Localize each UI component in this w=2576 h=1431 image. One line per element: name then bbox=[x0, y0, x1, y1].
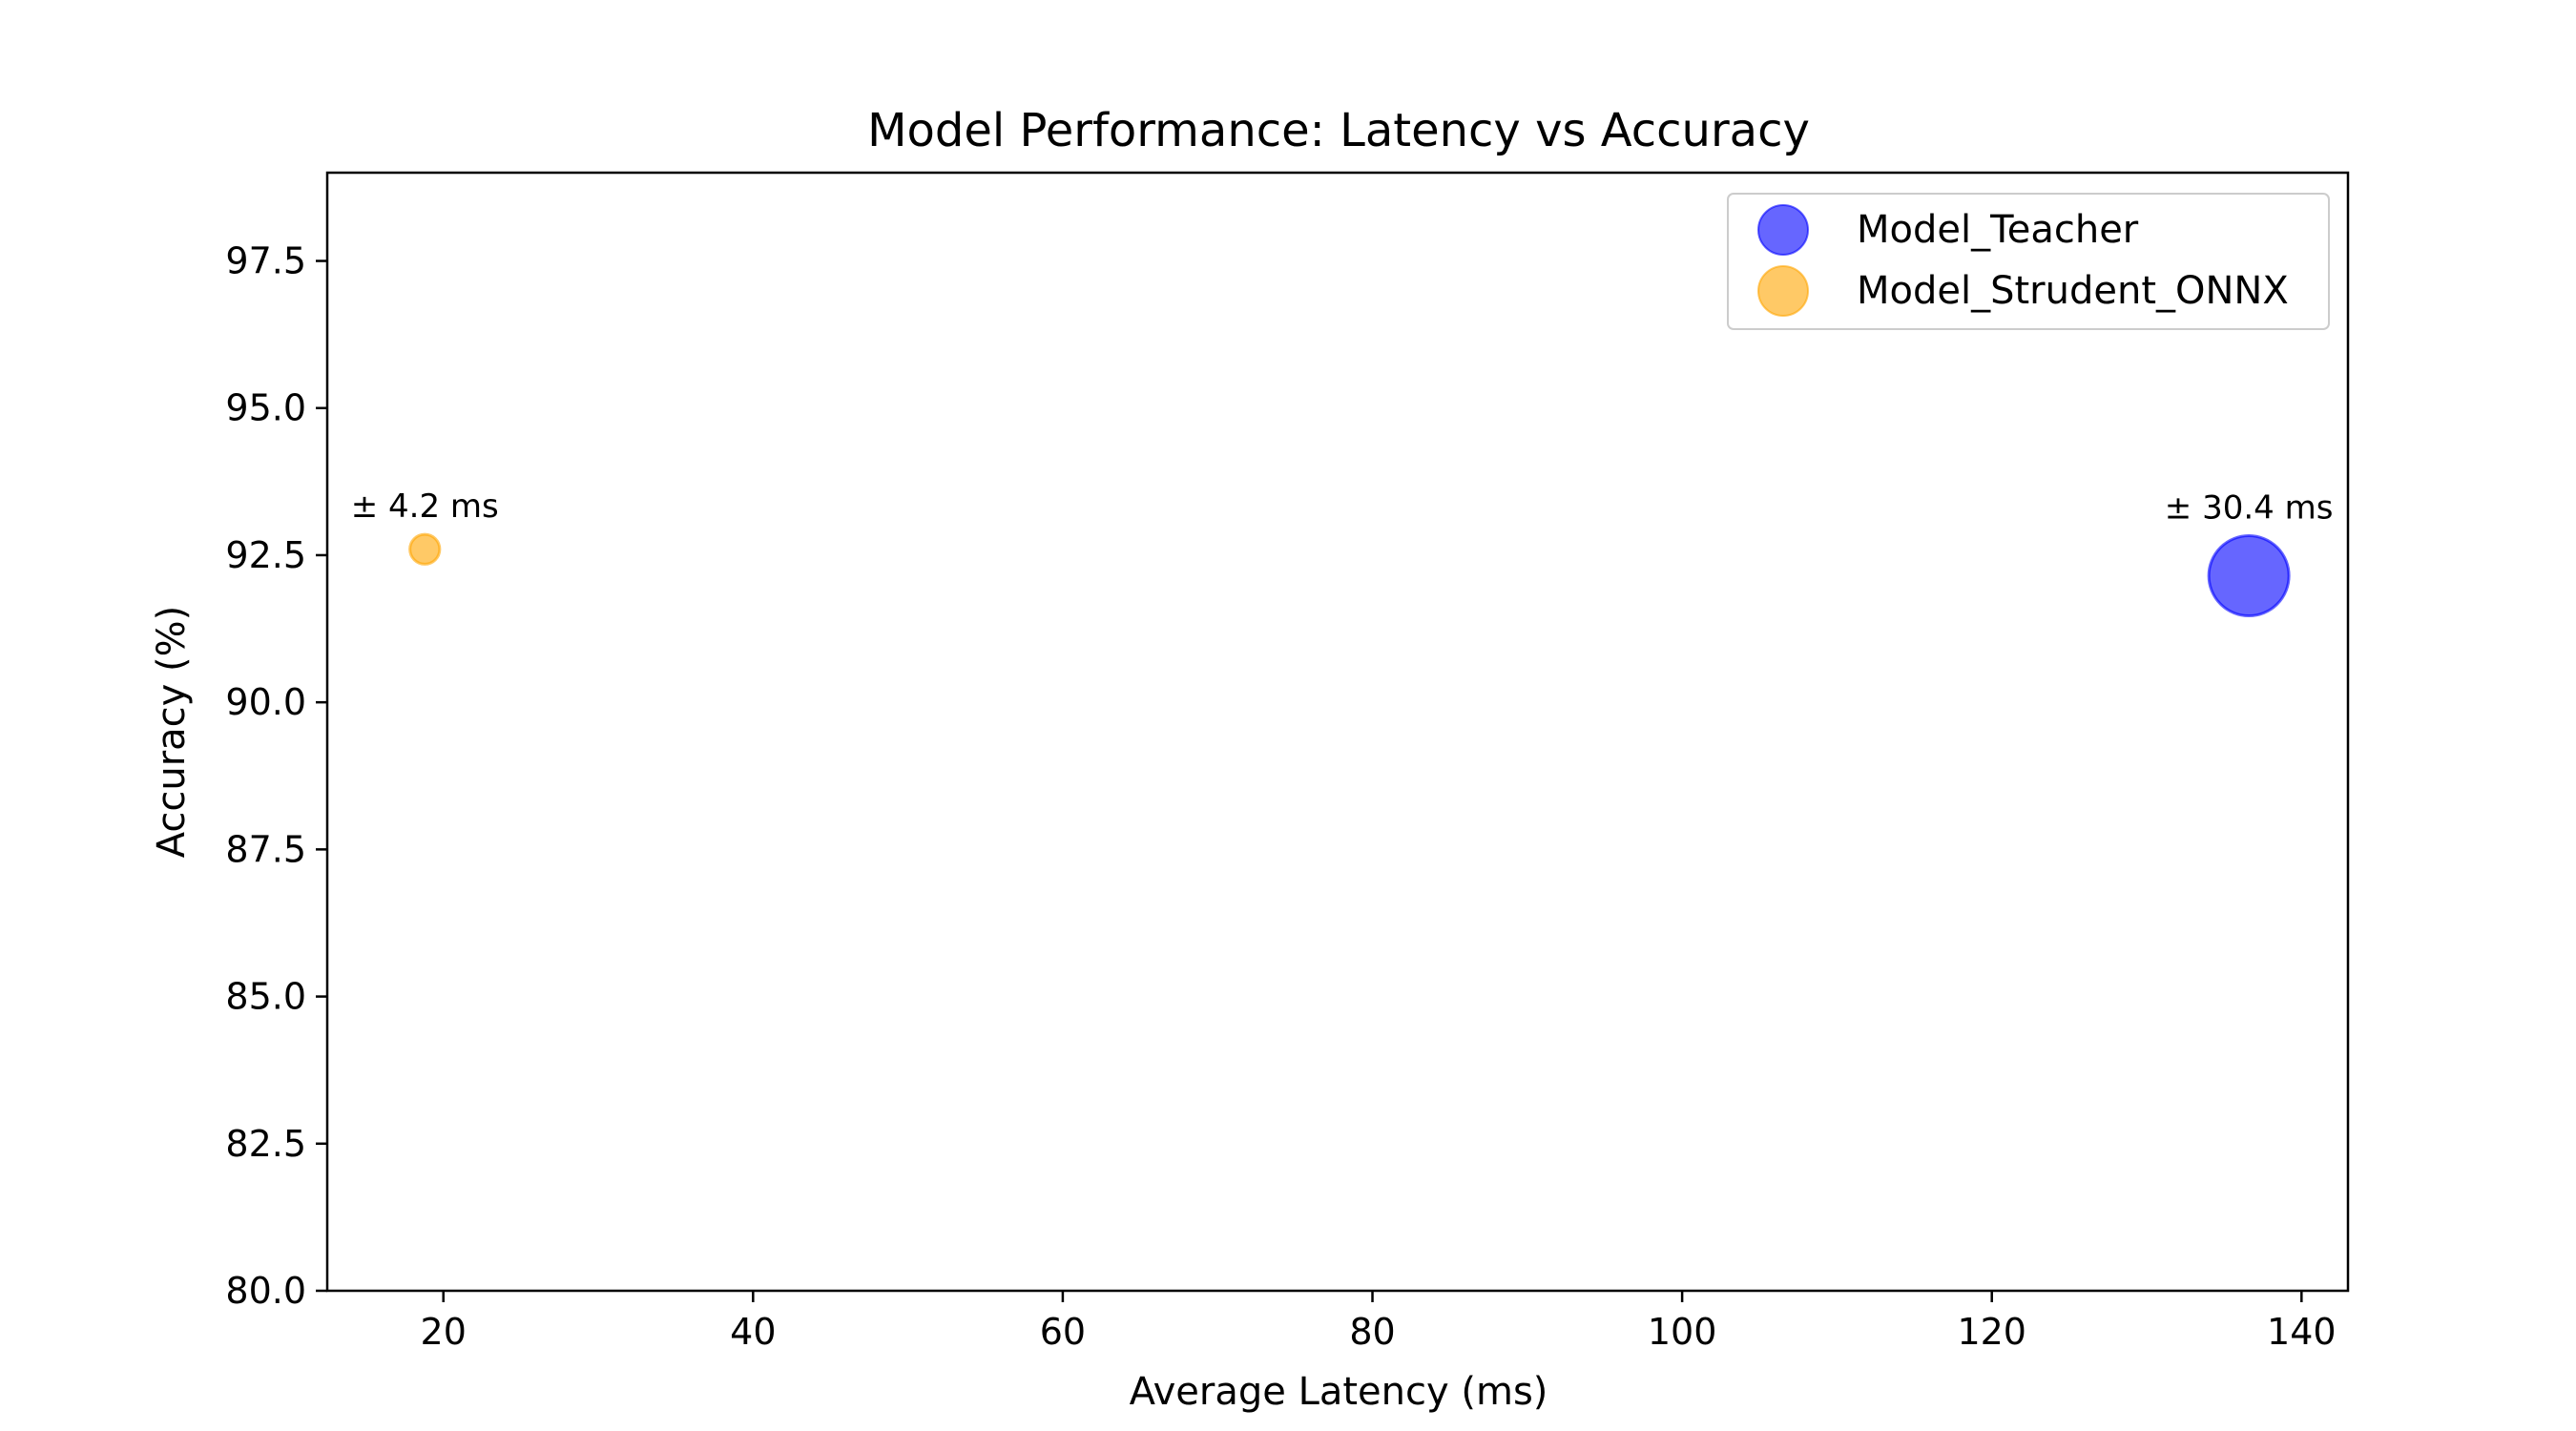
x-tick-label: 40 bbox=[730, 1311, 776, 1353]
x-tick-label: 120 bbox=[1957, 1311, 2026, 1353]
legend: Model_Teacher Model_Strudent_ONNX bbox=[1727, 193, 2330, 330]
point-annotations: ± 30.4 ms ± 4.2 ms bbox=[351, 487, 2334, 527]
latency-std-annotation: ± 30.4 ms bbox=[2165, 489, 2334, 528]
axis-ticks: 20 40 60 80 100 120 140 80.0 82.5 85.0 87.5 90.0 92.… bbox=[225, 240, 2336, 1353]
plot-area-frame bbox=[325, 171, 2350, 1293]
y-tick-label: 82.5 bbox=[225, 1123, 306, 1165]
y-tick-label: 85.0 bbox=[225, 976, 306, 1018]
chart-title: Model Performance: Latency vs Accuracy bbox=[867, 104, 1810, 157]
y-tick-label: 92.5 bbox=[225, 534, 306, 576]
x-tick-label: 20 bbox=[421, 1311, 467, 1353]
scatter-point-model-strudent-onnx bbox=[408, 532, 442, 566]
x-tick-label: 80 bbox=[1349, 1311, 1395, 1353]
legend-label-teacher: Model_Teacher bbox=[1857, 208, 2139, 252]
x-axis-label: Average Latency (ms) bbox=[1130, 1370, 1548, 1414]
y-tick-label: 87.5 bbox=[225, 828, 306, 870]
data-points bbox=[408, 532, 2291, 618]
legend-marker-student bbox=[1757, 265, 1809, 317]
y-tick-label: 97.5 bbox=[225, 240, 306, 282]
legend-label-student: Model_Strudent_ONNX bbox=[1857, 269, 2289, 313]
y-tick-label: 95.0 bbox=[225, 387, 306, 429]
y-axis-label: Accuracy (%) bbox=[150, 606, 194, 859]
latency-std-annotation: ± 4.2 ms bbox=[351, 487, 499, 526]
legend-frame bbox=[1727, 193, 2330, 330]
scatter-point-model-teacher bbox=[2207, 534, 2291, 618]
y-tick-label: 80.0 bbox=[225, 1270, 306, 1312]
x-tick-label: 60 bbox=[1040, 1311, 1086, 1353]
y-tick-label: 90.0 bbox=[225, 681, 306, 723]
x-tick-label: 140 bbox=[2267, 1311, 2337, 1353]
x-tick-label: 100 bbox=[1648, 1311, 1717, 1353]
legend-marker-teacher bbox=[1757, 204, 1809, 256]
